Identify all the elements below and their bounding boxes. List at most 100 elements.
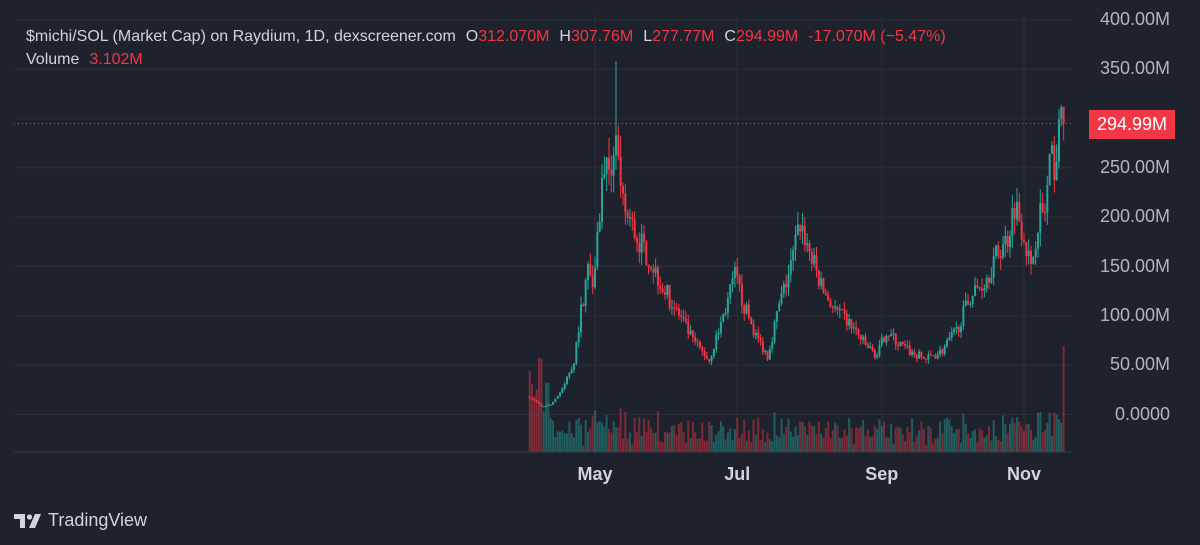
volume-bar xyxy=(1043,430,1046,452)
volume-bar xyxy=(901,434,904,452)
candle-body xyxy=(764,350,767,353)
volume-bar xyxy=(983,437,986,452)
candle-body xyxy=(978,287,981,289)
candle-body xyxy=(733,267,736,279)
volume-bar xyxy=(1025,424,1028,452)
candle-body xyxy=(808,243,811,252)
volume-bar xyxy=(1036,412,1039,452)
candle-body xyxy=(843,309,846,314)
candle-body xyxy=(899,341,902,347)
volume-bar xyxy=(943,419,946,452)
candle-body xyxy=(682,316,685,319)
volume-bar xyxy=(859,426,862,452)
volume-bar xyxy=(967,433,970,452)
low-key: L xyxy=(643,28,653,45)
candle-body xyxy=(838,308,841,311)
volume-bar xyxy=(656,411,659,452)
candle-body xyxy=(614,135,617,155)
candle-body xyxy=(626,212,629,218)
volume-bar xyxy=(815,433,818,452)
volume-bar xyxy=(607,428,610,452)
candle-body xyxy=(710,356,713,362)
candle-body xyxy=(1048,153,1051,186)
candle-body xyxy=(913,351,916,355)
candle-body xyxy=(950,332,953,338)
candle-body xyxy=(696,341,699,343)
volume-bar xyxy=(598,420,601,452)
volume-bar xyxy=(559,432,562,452)
candle-body xyxy=(876,355,879,358)
volume-bar xyxy=(538,357,541,452)
candle-body xyxy=(1023,239,1025,243)
candle-body xyxy=(666,285,669,295)
volume-bar xyxy=(829,437,832,452)
candle-body xyxy=(990,277,993,283)
candle-body xyxy=(827,294,830,301)
volume-bar xyxy=(547,382,550,452)
candle-body xyxy=(549,404,552,406)
volume-bar xyxy=(589,427,592,452)
candle-body xyxy=(971,295,974,305)
candle-body xyxy=(670,307,673,309)
candle-body xyxy=(862,336,865,340)
volume-bar xyxy=(696,438,699,452)
volume-bar xyxy=(1009,423,1012,452)
candle-body xyxy=(675,307,678,309)
y-tick-label: 200.00M xyxy=(1099,206,1170,227)
volume-bar xyxy=(719,421,722,452)
candle-body xyxy=(1055,161,1058,180)
volume-bar xyxy=(549,418,552,452)
volume-bar xyxy=(705,441,708,452)
volume-bar xyxy=(652,433,655,452)
volume-bar xyxy=(757,418,760,452)
volume-bar xyxy=(670,425,673,452)
volume-bar xyxy=(878,419,881,452)
candle-body xyxy=(580,304,583,333)
brand-name: TradingView xyxy=(48,510,148,530)
volume-bar xyxy=(950,426,953,452)
x-tick-label: May xyxy=(577,464,613,484)
legend-header: $michi/SOL (Market Cap) on Raydium, 1D, … xyxy=(26,27,946,47)
volume-bar xyxy=(1041,432,1044,452)
candle-body xyxy=(894,333,897,345)
volume-bar xyxy=(969,437,972,452)
volume-bar xyxy=(1057,419,1060,452)
candle-body xyxy=(817,270,820,286)
candle-body xyxy=(957,327,960,332)
volume-bar xyxy=(955,429,958,452)
candle-body xyxy=(992,256,995,278)
tradingview-logo[interactable]: TradingView xyxy=(14,510,147,531)
candle-body xyxy=(552,401,555,405)
candle-body xyxy=(612,154,615,176)
volume-bar xyxy=(932,443,935,452)
candle-body xyxy=(864,336,867,345)
candle-body xyxy=(822,278,825,293)
candle-body xyxy=(589,264,592,276)
volume-bar xyxy=(873,425,876,452)
volume-bar xyxy=(855,427,858,452)
volume-bar xyxy=(883,421,886,452)
candle-body xyxy=(1060,107,1063,120)
candle-body xyxy=(649,267,652,270)
volume-bar xyxy=(745,440,748,452)
candle-body xyxy=(1018,202,1021,222)
candle-body xyxy=(1036,232,1039,249)
volume-bar xyxy=(556,430,559,452)
y-tick-label: 400.00M xyxy=(1099,8,1170,29)
y-tick-label: 0.0000 xyxy=(1114,403,1170,424)
candle-body xyxy=(729,284,732,298)
candle-body xyxy=(747,304,750,319)
volume-bar xyxy=(908,432,911,452)
candle-body xyxy=(594,267,596,288)
volume-bar xyxy=(659,441,662,452)
candle-body xyxy=(703,350,706,357)
volume-bar xyxy=(785,426,788,452)
volume-bar xyxy=(624,411,627,452)
candle-body xyxy=(1016,202,1019,220)
volume-bar xyxy=(743,419,746,452)
volume-bar xyxy=(610,432,613,452)
candle-body xyxy=(1032,256,1035,264)
candle-body xyxy=(768,348,771,360)
volume-bar xyxy=(729,428,732,452)
